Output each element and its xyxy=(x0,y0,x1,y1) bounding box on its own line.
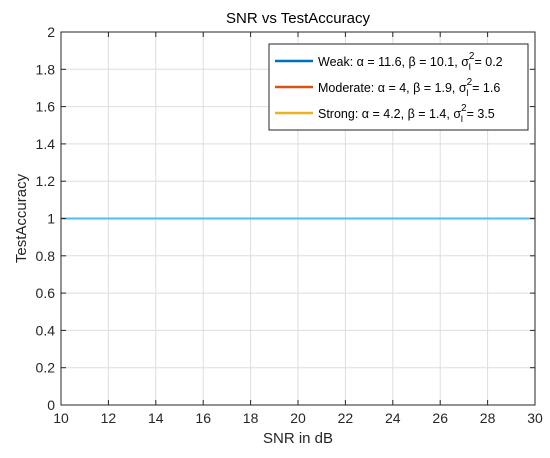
y-tick-label: 1 xyxy=(47,211,55,227)
x-tick-label: 10 xyxy=(53,410,69,426)
x-tick-label: 22 xyxy=(338,410,354,426)
y-tick-label: 0.4 xyxy=(36,322,56,338)
y-axis: 0 0.2 0.4 0.6 0.8 1 1.2 1.4 1.6 1.8 2 xyxy=(36,24,535,413)
y-axis-label: TestAccuracy xyxy=(13,173,30,263)
x-tick-label: 20 xyxy=(290,410,306,426)
x-tick-label: 14 xyxy=(148,410,164,426)
legend: Weak: α = 11.6, β = 10.1, σ2 I = 0.2 Moder… xyxy=(268,43,529,131)
y-tick-label: 0.2 xyxy=(36,360,56,376)
legend-entry-0: Weak: α = 11.6, β = 10.1, σ2 I = 0.2 xyxy=(318,51,503,72)
y-tick-label: 1.4 xyxy=(36,136,56,152)
y-tick-label: 2 xyxy=(47,24,55,40)
x-tick-label: 30 xyxy=(527,410,543,426)
x-tick-label: 12 xyxy=(101,410,117,426)
x-axis: 10 12 14 16 18 20 22 24 26 28 30 xyxy=(53,32,543,426)
y-tick-label: 0.6 xyxy=(36,285,56,301)
y-tick-label: 1.2 xyxy=(36,173,56,189)
x-tick-label: 28 xyxy=(480,410,496,426)
x-tick-label: 26 xyxy=(432,410,448,426)
legend-entry-1: Moderate: α = 4, β = 1.9, σ2 I = 1.6 xyxy=(318,77,500,98)
x-tick-label: 16 xyxy=(195,410,211,426)
y-tick-label: 1.6 xyxy=(36,99,56,115)
y-tick-label: 1.8 xyxy=(36,61,56,77)
x-tick-label: 18 xyxy=(243,410,259,426)
chart-title: SNR vs TestAccuracy xyxy=(226,10,370,27)
y-tick-label: 0 xyxy=(47,397,55,413)
x-tick-label: 24 xyxy=(385,410,401,426)
legend-entry-2: Strong: α = 4.2, β = 1.4, σ2 I = 3.5 xyxy=(318,103,495,124)
x-axis-label: SNR in dB xyxy=(263,430,333,447)
y-tick-label: 0.8 xyxy=(36,248,56,264)
